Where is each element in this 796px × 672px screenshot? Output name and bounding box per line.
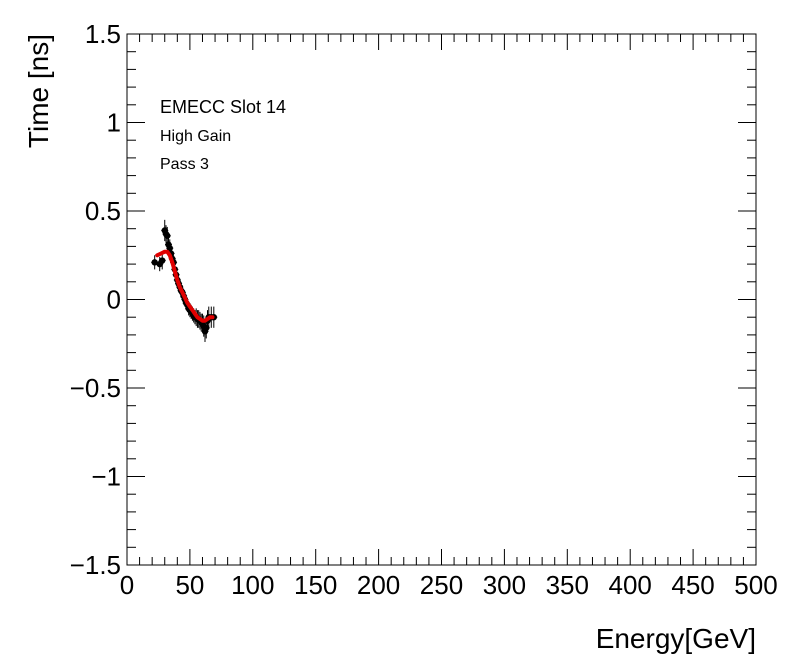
x-tick-label: 350: [546, 570, 589, 600]
fit-curve-group: [155, 249, 215, 323]
x-tick-label: 250: [420, 570, 463, 600]
y-tick-label: 0.5: [85, 196, 121, 226]
data-point: [166, 244, 173, 252]
x-tick-label: 450: [671, 570, 714, 600]
x-tick-label: 0: [120, 570, 134, 600]
axis-ticks: [126, 33, 757, 566]
y-tick-label: 1: [107, 108, 121, 138]
annotation-gain: High Gain: [160, 128, 231, 145]
x-tick-label: 200: [357, 570, 400, 600]
data-point: [164, 232, 171, 239]
x-tick-label: 500: [734, 570, 777, 600]
x-axis-tick-labels: 0 50 100 150 200 250 300 350 400 450 500: [120, 570, 778, 600]
x-tick-label: 300: [483, 570, 526, 600]
y-tick-label: −0.5: [70, 373, 121, 403]
y-tick-label: −1: [91, 462, 121, 492]
annotation-pass: Pass 3: [160, 156, 209, 173]
y-tick-label: 0: [107, 285, 121, 315]
x-tick-label: 150: [294, 570, 337, 600]
y-axis-label: Time [ns]: [23, 34, 54, 148]
data-point: [151, 259, 158, 266]
data-point: [159, 257, 166, 264]
y-tick-label: −1.5: [70, 550, 121, 580]
x-axis-label: Energy[GeV]: [596, 623, 756, 654]
fit-curve: [155, 249, 215, 323]
x-tick-label: 50: [175, 570, 204, 600]
annotation-slot: EMECC Slot 14: [160, 97, 286, 117]
y-tick-label: 1.5: [85, 19, 121, 49]
x-tick-label: 400: [609, 570, 652, 600]
y-axis-tick-labels: −1.5 −1 −0.5 0 0.5 1 1.5: [70, 19, 121, 580]
x-tick-label: 100: [231, 570, 274, 600]
data-point: [203, 324, 210, 332]
